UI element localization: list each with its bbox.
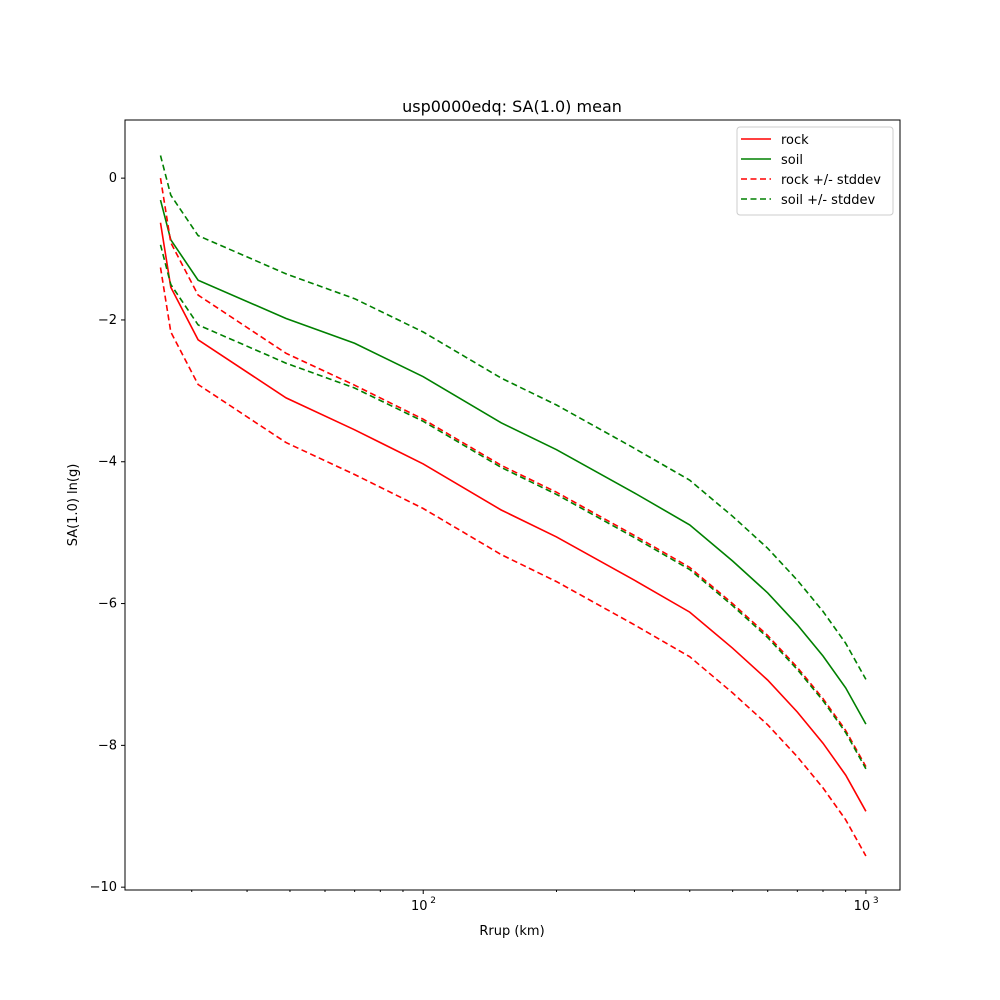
legend-label: rock bbox=[781, 133, 809, 148]
series-rock-stddev-lower bbox=[159, 267, 867, 857]
series-rock-stddev-upper bbox=[159, 177, 867, 767]
legend-box bbox=[736, 126, 894, 216]
y-axis-label: SA(1.0) ln(g) bbox=[66, 464, 81, 547]
series-soil bbox=[159, 199, 867, 725]
series-soil-stddev-lower bbox=[159, 244, 867, 770]
axes-frame bbox=[124, 119, 901, 891]
y-tick-label: −4 bbox=[98, 455, 117, 470]
legend-label: soil bbox=[781, 153, 803, 168]
legend-label: soil +/- stddev bbox=[781, 193, 876, 208]
y-tick-label: 0 bbox=[109, 171, 117, 186]
x-tick-label: 10 bbox=[854, 899, 871, 914]
chart-title: usp0000edq: SA(1.0) mean bbox=[402, 97, 622, 116]
series-soil-stddev-upper bbox=[159, 155, 867, 680]
y-tick-label: −6 bbox=[98, 597, 117, 612]
y-tick-label: −8 bbox=[98, 738, 117, 753]
legend-label: rock +/- stddev bbox=[781, 173, 881, 188]
series-rock bbox=[159, 222, 867, 812]
x-axis-label: Rrup (km) bbox=[479, 924, 544, 939]
x-tick-exponent: 2 bbox=[430, 896, 436, 906]
y-tick-label: −10 bbox=[90, 880, 117, 895]
legend: rock soil rock +/- stddev soil +/- stddev bbox=[736, 126, 894, 216]
x-tick-exponent: 3 bbox=[873, 896, 879, 906]
x-tick-label: 10 bbox=[411, 899, 428, 914]
y-tick-label: −2 bbox=[98, 313, 117, 328]
plot-area bbox=[159, 155, 867, 857]
